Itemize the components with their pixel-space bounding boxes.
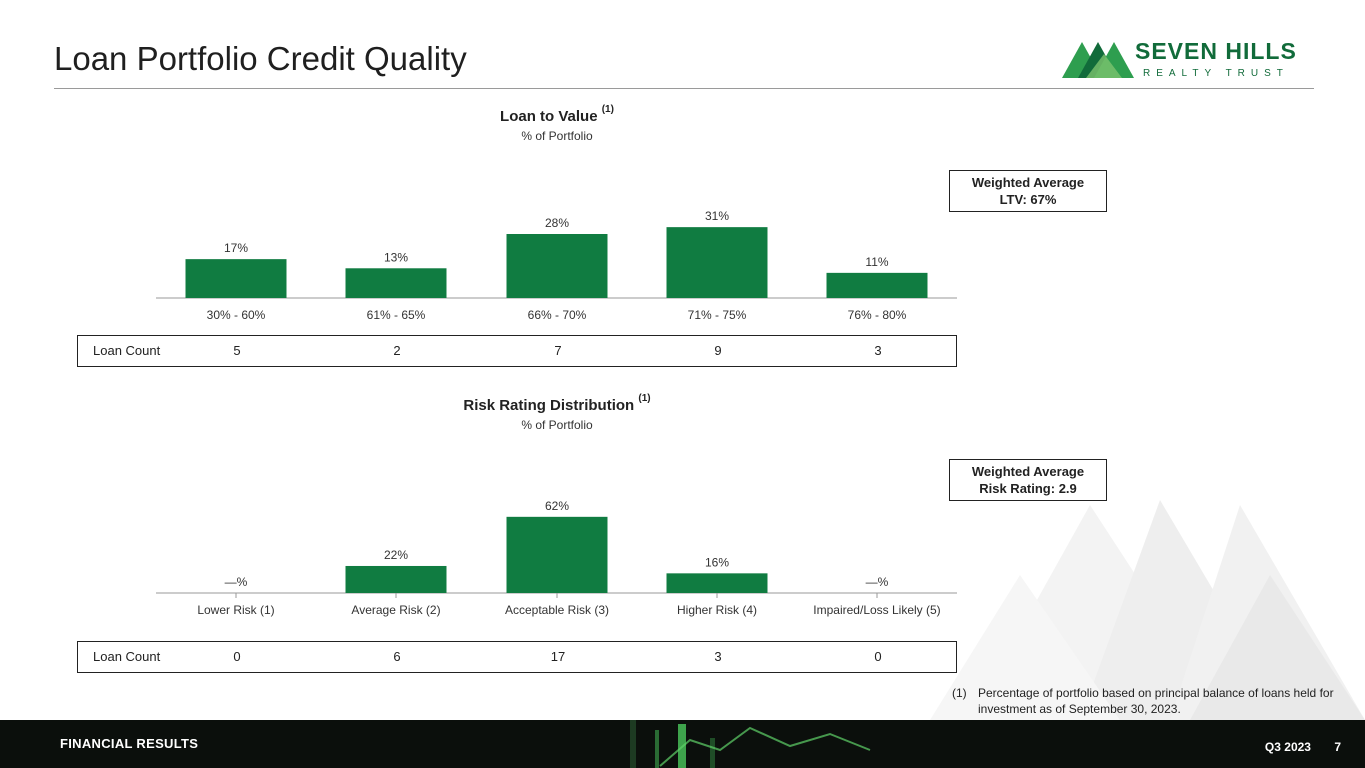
risk-data-label: 22% (384, 548, 408, 562)
risk-bar (345, 565, 447, 593)
risk-bar-chart: —% Lower Risk (1) 22% Average Risk (2) 62% Ac… (156, 499, 957, 617)
risk-category-label: Lower Risk (1) (197, 603, 274, 617)
ltv-weighted-line2: LTV: 67% (999, 192, 1057, 207)
risk-weighted-line2: Risk Rating: 2.9 (979, 481, 1077, 496)
risk-loan-count-label: Loan Count (93, 649, 161, 664)
footer-market-graphic (630, 720, 871, 768)
risk-count-cell: 17 (550, 649, 566, 664)
page-title: Loan Portfolio Credit Quality (54, 40, 467, 77)
ltv-category-label: 61% - 65% (367, 308, 426, 322)
ltv-bar (826, 272, 928, 298)
ltv-chart-title: Loan to Value (1) (500, 104, 614, 125)
risk-loan-count-row: Loan Count 0 6 17 3 0 (77, 641, 957, 673)
risk-category-label: Average Risk (2) (351, 603, 440, 617)
footnote-text: Percentage of portfolio based on princip… (978, 686, 1334, 716)
ltv-data-label: 11% (865, 255, 888, 269)
ltv-loan-count-label: Loan Count (93, 343, 161, 358)
ltv-bar (506, 234, 608, 298)
ltv-chart-subtitle: % of Portfolio (521, 129, 593, 143)
ltv-loan-count-row: Loan Count 5 2 7 9 3 (77, 335, 957, 367)
risk-category-label: Higher Risk (4) (677, 603, 757, 617)
risk-data-label: —% (866, 575, 889, 589)
risk-count-cell: 0 (233, 649, 241, 664)
footnote-number: (1) (952, 686, 967, 700)
ltv-data-label: 13% (384, 250, 408, 264)
footer-bar: FINANCIAL RESULTS Q3 2023 7 (0, 720, 1365, 768)
ltv-data-label: 28% (545, 216, 569, 230)
ltv-data-label: 31% (705, 209, 729, 223)
risk-data-label: 16% (705, 555, 729, 569)
ltv-category-label: 71% - 75% (688, 308, 747, 322)
decorative-mountains (930, 500, 1365, 720)
ltv-data-label: 17% (224, 241, 248, 255)
ltv-weighted-line1: Weighted Average (971, 175, 1085, 190)
ltv-count-cell: 9 (714, 343, 722, 358)
ltv-weighted-average-box: Weighted Average LTV: 67% (949, 170, 1107, 212)
risk-count-cell: 3 (714, 649, 722, 664)
mountain-logo-icon (1062, 42, 1134, 78)
ltv-bar (666, 227, 768, 298)
risk-category-label: Impaired/Loss Likely (5) (813, 603, 940, 617)
footer-quarter: Q3 2023 (1264, 740, 1311, 754)
ltv-count-cell: 2 (393, 343, 401, 358)
ltv-count-cell: 5 (233, 343, 241, 358)
risk-chart-subtitle: % of Portfolio (521, 418, 593, 432)
risk-bar (666, 573, 768, 593)
ltv-category-label: 30% - 60% (207, 308, 266, 322)
risk-category-label: Acceptable Risk (3) (505, 603, 609, 617)
footer-page-number: 7 (1334, 740, 1341, 754)
ltv-category-label: 66% - 70% (528, 308, 587, 322)
logo-subtitle: REALTY TRUST (1143, 68, 1289, 79)
footer-page-info: Q3 2023 7 (1245, 740, 1341, 754)
risk-data-label: 62% (545, 499, 569, 513)
ltv-bar-chart: 17% 30% - 60% 13% 61% - 65% 28% 66% - 70% 31% 7… (156, 209, 957, 322)
risk-weighted-average-box: Weighted Average Risk Rating: 2.9 (949, 459, 1107, 501)
ltv-bar (345, 268, 447, 298)
ltv-bar (185, 259, 287, 298)
ltv-count-cell: 3 (874, 343, 882, 358)
risk-count-cell: 0 (874, 649, 882, 664)
title-divider (54, 88, 1314, 89)
risk-bar (506, 516, 608, 593)
footer-section-label: FINANCIAL RESULTS (60, 736, 199, 751)
risk-count-cell: 6 (393, 649, 401, 664)
risk-chart-title: Risk Rating Distribution (1) (463, 393, 651, 414)
logo-name: SEVEN HILLS (1135, 38, 1297, 64)
ltv-category-label: 76% - 80% (848, 308, 907, 322)
risk-weighted-line1: Weighted Average (971, 464, 1085, 479)
ltv-count-cell: 7 (554, 343, 562, 358)
risk-data-label: —% (225, 575, 248, 589)
